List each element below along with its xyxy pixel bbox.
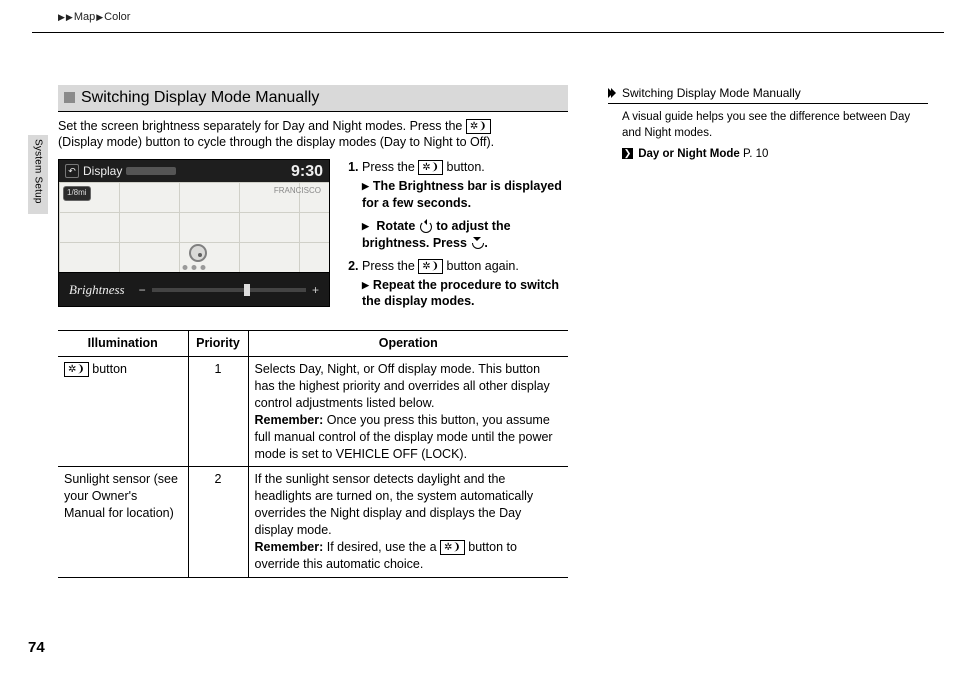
- cross-ref: ❯ Day or Night Mode P. 10: [622, 147, 926, 163]
- breadcrumb: ▶▶Map▶Color: [58, 10, 130, 25]
- square-icon: [64, 92, 75, 103]
- mode-indicator: [126, 167, 176, 175]
- page-number: 74: [28, 638, 45, 658]
- ss-city: FRANCISCO: [274, 186, 321, 197]
- main-column: Switching Display Mode Manually Set the …: [58, 85, 568, 578]
- sidebar-notes: Switching Display Mode Manually A visual…: [608, 85, 928, 163]
- display-mode-icon: ✲❩: [64, 362, 89, 377]
- ss-display-label: Display: [83, 163, 122, 179]
- step-1-sub-2: Rotate to adjust the brightness. Press .: [362, 218, 568, 252]
- chevron-icon: [608, 88, 618, 98]
- step-1: Press the ✲❩ button. The Brightness bar …: [362, 159, 568, 251]
- display-mode-icon: ✲❩: [440, 540, 465, 555]
- display-mode-icon: ✲❩: [418, 259, 443, 274]
- th-illumination: Illumination: [58, 331, 188, 357]
- display-mode-icon: ✲❩: [418, 160, 443, 175]
- sidebar-body: A visual guide helps you see the differe…: [622, 110, 926, 141]
- ss-time: 9:30: [291, 161, 323, 183]
- step-2: Press the ✲❩ button again. Repeat the pr…: [362, 258, 568, 311]
- intro-text: Set the screen brightness separately for…: [58, 118, 568, 152]
- step-1-sub-1: The Brightness bar is displayed for a fe…: [362, 178, 568, 212]
- display-mode-icon: ✲❩: [466, 119, 491, 134]
- xref-icon: ❯: [622, 148, 633, 159]
- step-2-sub-1: Repeat the procedure to switch the displ…: [362, 277, 568, 311]
- th-priority: Priority: [188, 331, 248, 357]
- table-row: Sunlight sensor (see your Owner's Manual…: [58, 467, 568, 577]
- press-icon: [470, 237, 484, 249]
- section-heading: Switching Display Mode Manually: [58, 85, 568, 112]
- top-rule: [32, 32, 944, 33]
- ss-map: FRANCISCO: [59, 182, 329, 274]
- sidebar-heading: Switching Display Mode Manually: [608, 85, 928, 104]
- steps: Press the ✲❩ button. The Brightness bar …: [344, 159, 568, 316]
- back-icon: ↶: [65, 164, 79, 178]
- table-row: ✲❩ button 1 Selects Day, Night, or Off d…: [58, 357, 568, 467]
- ss-scale: 1/8mi: [63, 186, 91, 201]
- ss-pin-icon: [189, 244, 207, 262]
- side-tab: System Setup: [28, 135, 48, 214]
- th-operation: Operation: [248, 331, 568, 357]
- ss-dots: [183, 265, 206, 270]
- operation-table: Illumination Priority Operation ✲❩ butto…: [58, 330, 568, 577]
- section-title: Switching Display Mode Manually: [81, 87, 319, 109]
- nav-screenshot: ↶ Display 9:30 FRANCISCO 1/8mi Brightnes…: [58, 159, 330, 307]
- ss-brightness-label: Brightness: [69, 281, 125, 299]
- ss-slider: − +: [139, 282, 319, 298]
- rotate-icon: [419, 220, 433, 232]
